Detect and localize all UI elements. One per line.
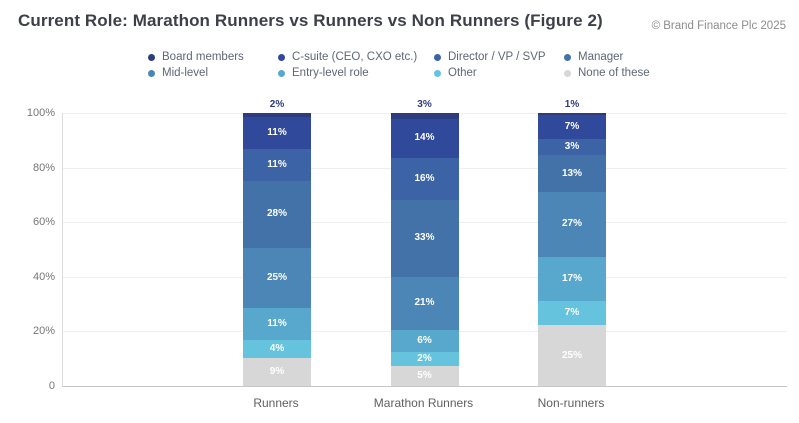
y-axis-tick-label: 80% [32, 161, 55, 174]
segment-value-label: 11% [267, 317, 287, 329]
bar-segment: 9% [243, 357, 311, 387]
legend-dot [564, 53, 571, 61]
segment-value-label: 14% [414, 132, 435, 144]
legend-dot [148, 69, 155, 77]
segment-value-label: 17% [561, 272, 582, 284]
bar-segment [390, 113, 459, 120]
bar-segment: 25% [243, 247, 311, 308]
legend-item: Mid-level [148, 67, 278, 79]
legend-dot [278, 53, 285, 61]
x-axis-category-label: Marathon Runners [373, 396, 474, 410]
x-axis-labels: Runners Marathon Runners Non-runners [62, 392, 786, 412]
segment-value-label: 16% [414, 172, 435, 184]
segment-value-label: 27% [561, 218, 582, 230]
bar-segment: 25% [538, 325, 606, 386]
bar-segment: 6% [390, 329, 459, 352]
bar-segment: 11% [243, 117, 311, 150]
segment-value-label: 2% [417, 352, 432, 364]
bar-segment [243, 113, 311, 118]
bar-segment: 14% [390, 119, 459, 158]
plot-area: 2% 11% 11% 28% 25% 11% 4% 9% 3% 14% 16% 33% 21% 6% 2% 5… [62, 99, 787, 387]
segment-value-label: 7% [564, 307, 580, 319]
segment-value-label: 11% [267, 159, 287, 171]
legend: Board members C-suite (CEO, CXO etc.) Dire… [148, 51, 676, 79]
segment-value-label: 13% [561, 167, 582, 179]
bar-segment: 27% [538, 191, 606, 257]
legend-label: Entry-level role [292, 67, 369, 79]
y-axis-tick-label: 20% [32, 325, 55, 338]
copyright-notice: © Brand Finance Plc 2025 [651, 20, 786, 32]
legend-label: Mid-level [162, 67, 209, 79]
legend-item: C-suite (CEO, CXO etc.) [278, 51, 434, 63]
bar-segment: 2% [390, 351, 459, 366]
chart-title: Current Role: Marathon Runners vs Runner… [18, 11, 603, 30]
y-axis-tick-label: 0 [48, 380, 55, 392]
legend-label: Board members [162, 51, 244, 63]
y-axis: 100% 80% 60% 40% 20% 0 [0, 107, 55, 392]
x-axis-category-label: Runners [253, 396, 299, 410]
segment-value-label: 25% [266, 271, 287, 283]
stacked-bar-runners: 2% 11% 11% 28% 25% 11% 4% 9% [243, 99, 311, 387]
stacked-bar-marathon-runners: 3% 14% 16% 33% 21% 6% 2% 5% [390, 99, 459, 387]
segment-value-label: 6% [417, 334, 432, 346]
legend-item: Entry-level role [278, 67, 434, 79]
segment-value-label: 4% [269, 342, 285, 354]
bar-top-value-label: 3% [417, 99, 432, 110]
x-axis-category-label: Non-runners [537, 396, 605, 410]
bar-top-value-label: 1% [564, 99, 580, 110]
legend-dot [564, 69, 571, 77]
bar-segment: 5% [390, 365, 459, 387]
legend-dot [148, 53, 155, 61]
segment-value-label: 21% [414, 297, 435, 309]
legend-dot [434, 69, 441, 77]
segment-value-label: 5% [417, 369, 432, 381]
legend-dot [434, 53, 441, 61]
bar-segment: 17% [538, 256, 606, 302]
bar-segment: 3% [538, 139, 606, 156]
segment-value-label: 7% [564, 121, 580, 133]
segment-value-label: 25% [561, 349, 582, 361]
bar-segment: 16% [390, 157, 459, 200]
segment-value-label: 9% [269, 365, 285, 377]
y-axis-tick-label: 40% [32, 270, 55, 283]
segment-value-label: 33% [414, 232, 435, 244]
legend-label: C-suite (CEO, CXO etc.) [292, 51, 418, 63]
legend-item: Other [434, 67, 564, 79]
bar-segment: 7% [538, 301, 606, 326]
bar-segment: 28% [243, 181, 311, 248]
segment-value-label: 28% [266, 208, 287, 220]
bar-segment [538, 113, 606, 116]
bar-segment: 11% [243, 149, 311, 182]
legend-label: Director / VP / SVP [448, 51, 546, 63]
bar-segment: 33% [390, 200, 459, 277]
segment-value-label: 3% [564, 141, 580, 153]
legend-item: Director / VP / SVP [434, 51, 564, 63]
legend-item: Manager [564, 51, 676, 63]
legend-label: Other [448, 67, 477, 79]
legend-item: Board members [148, 51, 278, 63]
legend-label: Manager [578, 51, 624, 63]
stacked-bar-non-runners: 1% 7% 3% 13% 27% 17% 7% 25% [538, 99, 606, 386]
y-axis-tick-label: 100% [26, 107, 55, 119]
bar-segment: 4% [243, 339, 311, 358]
bar-segment: 11% [243, 307, 311, 340]
y-axis-tick-label: 60% [32, 216, 55, 229]
segment-value-label: 11% [267, 127, 287, 139]
legend-dot [278, 69, 285, 77]
bar-top-value-label: 2% [269, 99, 285, 110]
legend-label: None of these [578, 67, 650, 79]
legend-item: None of these [564, 67, 676, 79]
bar-segment: 7% [538, 115, 606, 140]
bar-segment: 13% [538, 155, 606, 192]
bar-segment: 21% [390, 276, 459, 330]
